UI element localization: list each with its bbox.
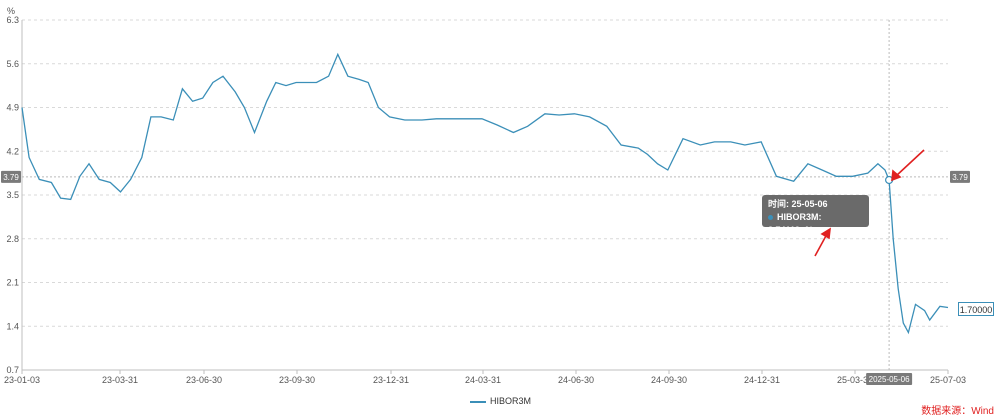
x-tick-label: 23-03-31: [102, 375, 138, 385]
tooltip-value: 3.74119: [768, 225, 801, 235]
y-tick-label: 0.7: [6, 365, 19, 375]
y-tick-label: 3.5: [6, 190, 19, 200]
tooltip: 时间: 25-05-06 HIBOR3M: 3.74119 %: [762, 195, 869, 235]
x-tick-labels: 23-01-03 23-03-31 23-06-30 23-09-30 23-12-31…: [4, 370, 966, 385]
y-tick-label: 4.9: [6, 103, 19, 113]
x-tick-label: 24-06-30: [558, 375, 594, 385]
x-tick-label: 24-03-31: [465, 375, 501, 385]
grid-lines: [22, 19, 948, 327]
y-tick-label: 5.6: [6, 59, 19, 69]
tooltip-series-dot: [768, 215, 773, 221]
x-tick-label: 24-12-31: [744, 375, 780, 385]
x-tick-label: 24-09-30: [651, 375, 687, 385]
x-tick-label: 23-09-30: [279, 375, 315, 385]
data-source: 数据来源：Wind: [921, 406, 994, 417]
x-tick-label: 25-07-03: [930, 375, 966, 385]
tooltip-time-value: 25-05-06: [791, 199, 828, 209]
left-value-badge: 3.79: [1, 170, 21, 183]
x-tick-label: 23-06-30: [186, 375, 222, 385]
svg-text:3.79: 3.79: [952, 173, 968, 182]
legend[interactable]: HIBOR3M: [470, 396, 531, 406]
y-tick-label: 2.1: [6, 278, 19, 288]
y-tick-label: 2.8: [6, 234, 19, 244]
right-value-badge: 3.79: [950, 170, 970, 183]
svg-text:2025-05-06: 2025-05-06: [869, 375, 910, 384]
y-tick-label: 4.2: [6, 146, 19, 156]
tooltip-unit: %: [805, 225, 814, 235]
legend-label: HIBOR3M: [490, 396, 532, 406]
tooltip-time-label: 时间:: [768, 199, 789, 209]
legend-swatch: [470, 400, 486, 403]
y-tick-label: 1.4: [6, 321, 19, 331]
tooltip-series-label: HIBOR3M:: [777, 212, 822, 222]
y-tick-labels: 6.3 5.6 4.9 4.2 3.5 2.8 2.1 1.4 0.7: [6, 15, 19, 375]
annotation-arrow-upper: [891, 149, 925, 182]
crosshair-date-badge: 2025-05-06: [866, 373, 913, 385]
y-tick-label: 6.3: [6, 15, 19, 25]
x-tick-label: 23-12-31: [373, 375, 409, 385]
series-line-hibor3m: [21, 52, 949, 335]
y-axis-unit: %: [7, 6, 15, 16]
annotation-arrow-lower: [814, 227, 831, 257]
x-tick-label: 25-03-31: [837, 375, 873, 385]
x-tick-label: 23-01-03: [4, 375, 40, 385]
svg-text:3.79: 3.79: [3, 173, 19, 182]
last-value-label: 1.70000: [958, 302, 994, 316]
